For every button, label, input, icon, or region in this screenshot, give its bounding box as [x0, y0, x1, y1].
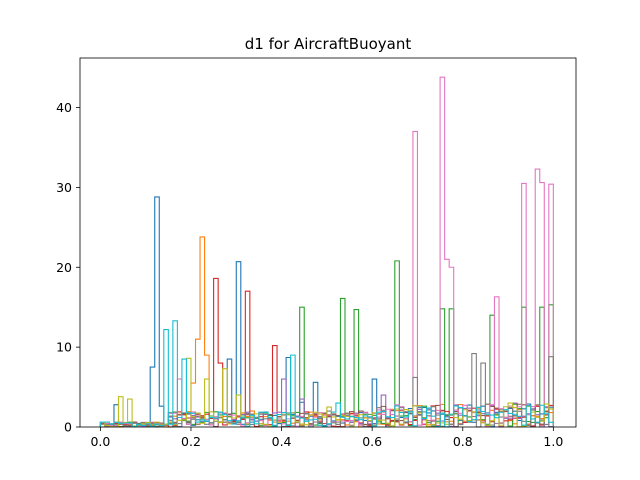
x-tick-label-2: 0.4	[272, 434, 292, 449]
y-tick-label-1: 10	[56, 340, 72, 355]
y-tick-label-0: 0	[64, 420, 72, 435]
x-tick-label-4: 0.8	[453, 434, 473, 449]
y-tick-label-4: 40	[56, 100, 72, 115]
chart-title: d1 for AircraftBuoyant	[245, 35, 412, 53]
plot-frame	[79, 57, 577, 428]
y-tick-label-2: 20	[56, 260, 72, 275]
y-tick-label-3: 30	[56, 180, 72, 195]
axes-layer: 0.0 0.2 0.4 0.6 0.8 1.0 0 10 20 30 40	[56, 57, 577, 449]
series-10-step	[99, 320, 554, 428]
x-tick-label-3: 0.6	[362, 434, 382, 449]
series-9-step	[99, 357, 554, 428]
x-tick-label-5: 1.0	[543, 434, 563, 449]
x-tick-label-0: 0.0	[90, 434, 110, 449]
x-tick-label-1: 0.2	[181, 434, 201, 449]
